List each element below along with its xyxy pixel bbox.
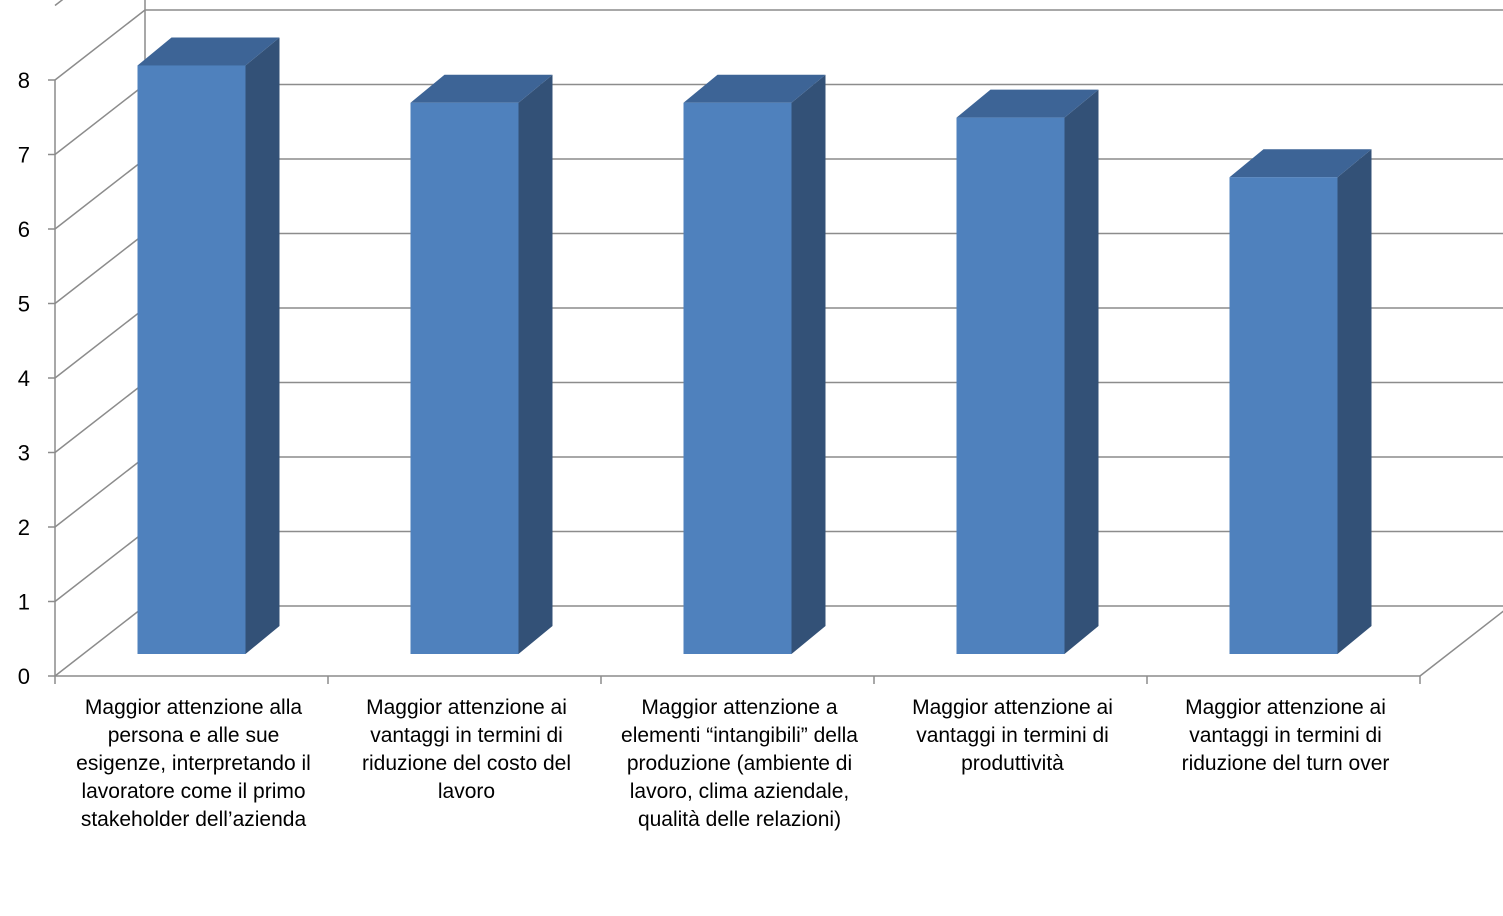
bar-top (137, 37, 280, 66)
grid-diagonal (54, 381, 146, 454)
x-tick-label: Maggior attenzione ai vantaggi in termin… (1181, 696, 1390, 775)
bar-front (137, 65, 246, 654)
bar-top (683, 74, 826, 103)
y-tick-label: 2 (18, 515, 30, 540)
bar-front (1229, 177, 1338, 654)
bar-side (518, 74, 553, 654)
grid-diagonal (54, 232, 146, 305)
bar (137, 37, 280, 654)
grid-diagonal (54, 0, 64, 7)
grid-diagonal (54, 456, 146, 528)
y-tick-label: 5 (18, 292, 30, 317)
bar (1229, 149, 1372, 654)
y-tick-label: 7 (18, 143, 30, 168)
x-tick-label: Maggior attenzione a elementi “intangibi… (621, 696, 858, 831)
bar-front (410, 102, 519, 654)
x-tick-label: Maggior attenzione ai vantaggi in termin… (912, 696, 1113, 775)
y-tick-label: 3 (18, 441, 30, 466)
grid-diagonal (54, 9, 146, 81)
bar-front (683, 102, 792, 654)
bar-top (410, 74, 553, 103)
grid-diagonal (54, 530, 146, 603)
y-tick-label: 8 (18, 68, 30, 93)
bar (956, 89, 1099, 655)
x-tick-label: Maggior attenzione ai vantaggi in termin… (362, 696, 571, 803)
grid-diagonal (54, 605, 146, 677)
floor-edge (1419, 610, 1503, 677)
bar (410, 74, 553, 654)
y-axis-ticks: 0 1 2 3 4 5 6 7 8 (18, 68, 55, 689)
y-tick-label: 0 (18, 664, 30, 689)
grid-diagonal (54, 307, 146, 379)
bar-side (1337, 149, 1372, 654)
chart-bars (137, 37, 1372, 655)
bar (683, 74, 826, 654)
grid-diagonal (54, 158, 146, 230)
bar-top (956, 89, 1099, 118)
x-tick-label: Maggior attenzione alla persona e alle s… (76, 696, 311, 831)
bar-side (791, 74, 826, 654)
bar-front (956, 117, 1065, 655)
y-tick-label: 4 (18, 366, 30, 391)
bar-side (245, 37, 280, 654)
y-tick-label: 6 (18, 217, 30, 242)
y-tick-label: 1 (18, 590, 30, 615)
grid-diagonal (54, 83, 146, 156)
bar-top (1229, 149, 1372, 178)
bar-side (1064, 89, 1099, 655)
